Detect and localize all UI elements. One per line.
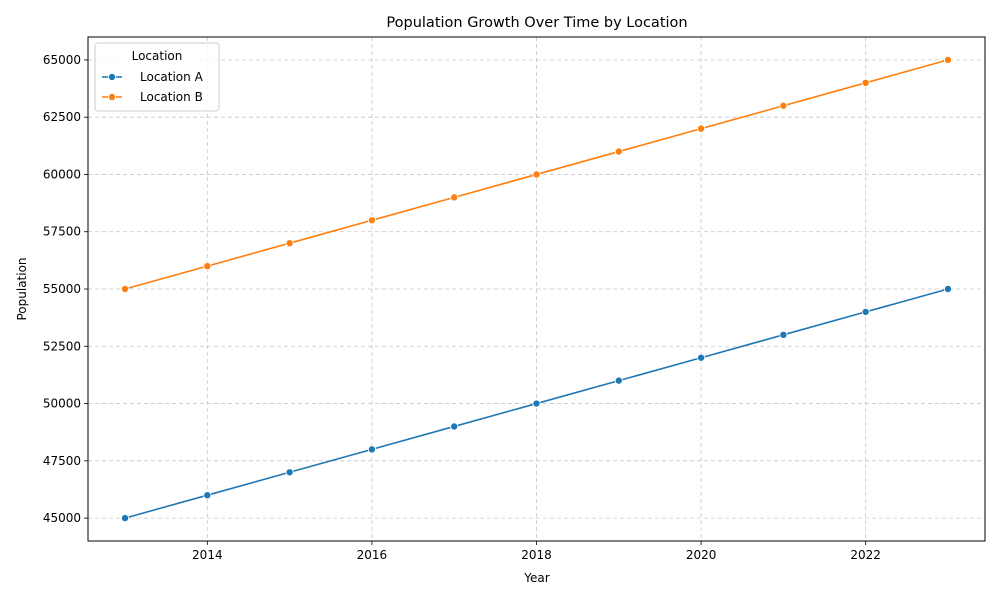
data-point-location-a [450,422,459,431]
y-tick-label: 45000 [43,511,81,525]
data-point-location-b [614,147,623,156]
data-point-location-a [943,284,952,293]
y-tick-label: 65000 [43,53,81,67]
y-axis-label: Population [15,257,29,320]
legend-title: Location [132,49,183,63]
data-point-location-b [779,101,788,110]
y-tick-label: 52500 [43,339,81,353]
data-point-location-a [779,330,788,339]
legend-marker-location-a [108,73,117,82]
y-tick-label: 60000 [43,167,81,181]
data-point-location-a [614,376,623,385]
data-point-location-a [285,468,294,477]
y-tick-label: 50000 [43,397,81,411]
x-tick-label: 2016 [357,548,388,562]
grid [88,37,985,541]
x-tick-label: 2018 [521,548,552,562]
data-point-location-b [861,78,870,87]
data-point-location-b [203,262,212,271]
data-point-location-a [532,399,541,408]
data-point-location-a [367,445,376,454]
legend-label-location-a: Location A [140,70,204,84]
x-tick-label: 2020 [686,548,717,562]
data-point-location-a [203,491,212,500]
data-point-location-a [861,307,870,316]
data-point-location-b [367,216,376,225]
data-point-location-b [697,124,706,133]
y-tick-label: 55000 [43,282,81,296]
y-axis: 45000 47500 50000 52500 55000 57500 60000 62500… [43,53,88,525]
legend: Location Location A Location B [94,42,220,112]
data-point-location-a [697,353,706,362]
x-tick-label: 2014 [192,548,223,562]
x-tick-label: 2022 [850,548,881,562]
legend-label-location-b: Location B [140,90,203,104]
y-tick-label: 47500 [43,454,81,468]
x-axis: 2014 2016 2018 2020 2022 [192,541,881,562]
y-tick-label: 57500 [43,225,81,239]
data-point-location-b [121,284,130,293]
y-tick-label: 62500 [43,110,81,124]
data-point-location-b [450,193,459,202]
x-axis-label: Year [523,571,549,585]
chart-title: Population Growth Over Time by Location [386,15,687,31]
legend-box [94,42,220,112]
data-point-location-b [532,170,541,179]
data-point-location-b [285,239,294,248]
series-layer [121,55,952,523]
data-point-location-b [943,55,952,64]
legend-marker-location-b [108,93,117,102]
data-point-location-a [121,514,130,523]
